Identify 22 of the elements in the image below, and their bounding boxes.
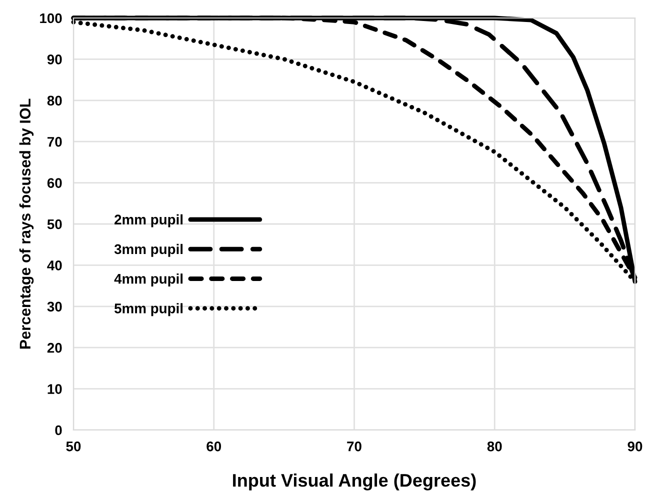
x-axis-title: Input Visual Angle (Degrees) <box>233 474 476 490</box>
y-tick-label: 0 <box>55 425 62 436</box>
y-tick-label: 70 <box>48 136 62 147</box>
y-tick-label: 20 <box>47 342 62 353</box>
x-tick-label: 70 <box>347 441 362 452</box>
y-tick-label: 40 <box>47 260 62 270</box>
legend-label: 5mm pupil <box>114 303 183 316</box>
y-tick-label: 100 <box>40 13 62 24</box>
y-tick-label: 80 <box>47 96 62 106</box>
y-tick-label: 90 <box>47 54 62 64</box>
y-tick-label: 60 <box>47 178 62 188</box>
y-tick-label: 50 <box>47 219 62 230</box>
x-tick-label: 80 <box>487 441 502 452</box>
legend-label: 4mm pupil <box>114 274 183 286</box>
y-tick-label: 30 <box>47 302 62 312</box>
x-tick-label: 50 <box>66 441 81 452</box>
y-axis-title: Percentage of rays focused by IOL <box>19 98 34 349</box>
legend-label: 2mm pupil <box>114 214 183 228</box>
legend-label: 3mm pupil <box>114 244 183 257</box>
x-tick-label: 60 <box>206 441 222 452</box>
y-tick-label: 10 <box>48 384 62 394</box>
x-tick-label: 90 <box>628 441 642 452</box>
